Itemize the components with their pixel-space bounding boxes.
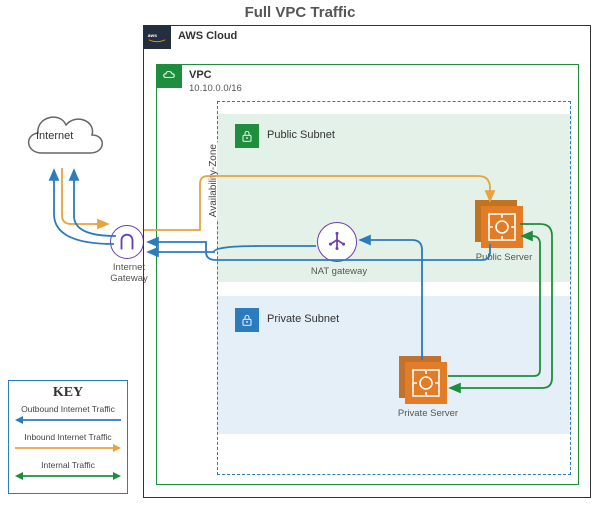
public-subnet-region: Public Subnet NAT gateway bbox=[217, 114, 572, 282]
internet-gateway-icon bbox=[110, 225, 144, 259]
aws-logo-icon: aws bbox=[143, 25, 171, 49]
private-subnet-badge-icon bbox=[235, 308, 259, 332]
vpc-cidr: 10.10.0.0/16 bbox=[189, 83, 242, 94]
public-server-icon bbox=[481, 206, 523, 248]
private-subnet-region: Private Subnet Private Server bbox=[217, 296, 572, 434]
nat-gateway-label: NAT gateway bbox=[309, 266, 369, 277]
legend-arrow-inbound bbox=[13, 442, 123, 454]
legend-item-internal: Internal Traffic bbox=[13, 460, 123, 470]
legend-item-outbound: Outbound Internet Traffic bbox=[13, 404, 123, 414]
vpc-label: VPC bbox=[189, 69, 212, 81]
public-subnet-label: Public Subnet bbox=[267, 129, 335, 141]
private-server-icon bbox=[405, 362, 447, 404]
availability-zone-region: Availability-Zone Public Subnet bbox=[217, 101, 571, 475]
aws-cloud-region: aws AWS Cloud VPC 10.10.0.0/16 Availabil… bbox=[143, 25, 591, 498]
legend-arrow-outbound bbox=[13, 414, 123, 426]
legend-box: KEY Outbound Internet Traffic Inbound In… bbox=[8, 380, 128, 494]
public-subnet-badge-icon bbox=[235, 124, 259, 148]
nat-gateway-icon bbox=[317, 222, 357, 262]
internet-label: Internet bbox=[36, 130, 73, 142]
diagram-title: Full VPC Traffic bbox=[0, 4, 600, 21]
private-subnet-label: Private Subnet bbox=[267, 313, 339, 325]
legend-title: KEY bbox=[13, 385, 123, 401]
private-server-label: Private Server bbox=[395, 408, 461, 419]
public-server-label: Public Server bbox=[471, 252, 537, 263]
legend-item-inbound: Inbound Internet Traffic bbox=[13, 432, 123, 442]
vpc-region: VPC 10.10.0.0/16 Availability-Zone Publi… bbox=[156, 64, 579, 485]
vpc-badge-icon bbox=[156, 64, 182, 88]
legend-arrow-internal bbox=[13, 470, 123, 482]
aws-cloud-label: AWS Cloud bbox=[178, 30, 237, 42]
svg-text:aws: aws bbox=[148, 34, 158, 39]
